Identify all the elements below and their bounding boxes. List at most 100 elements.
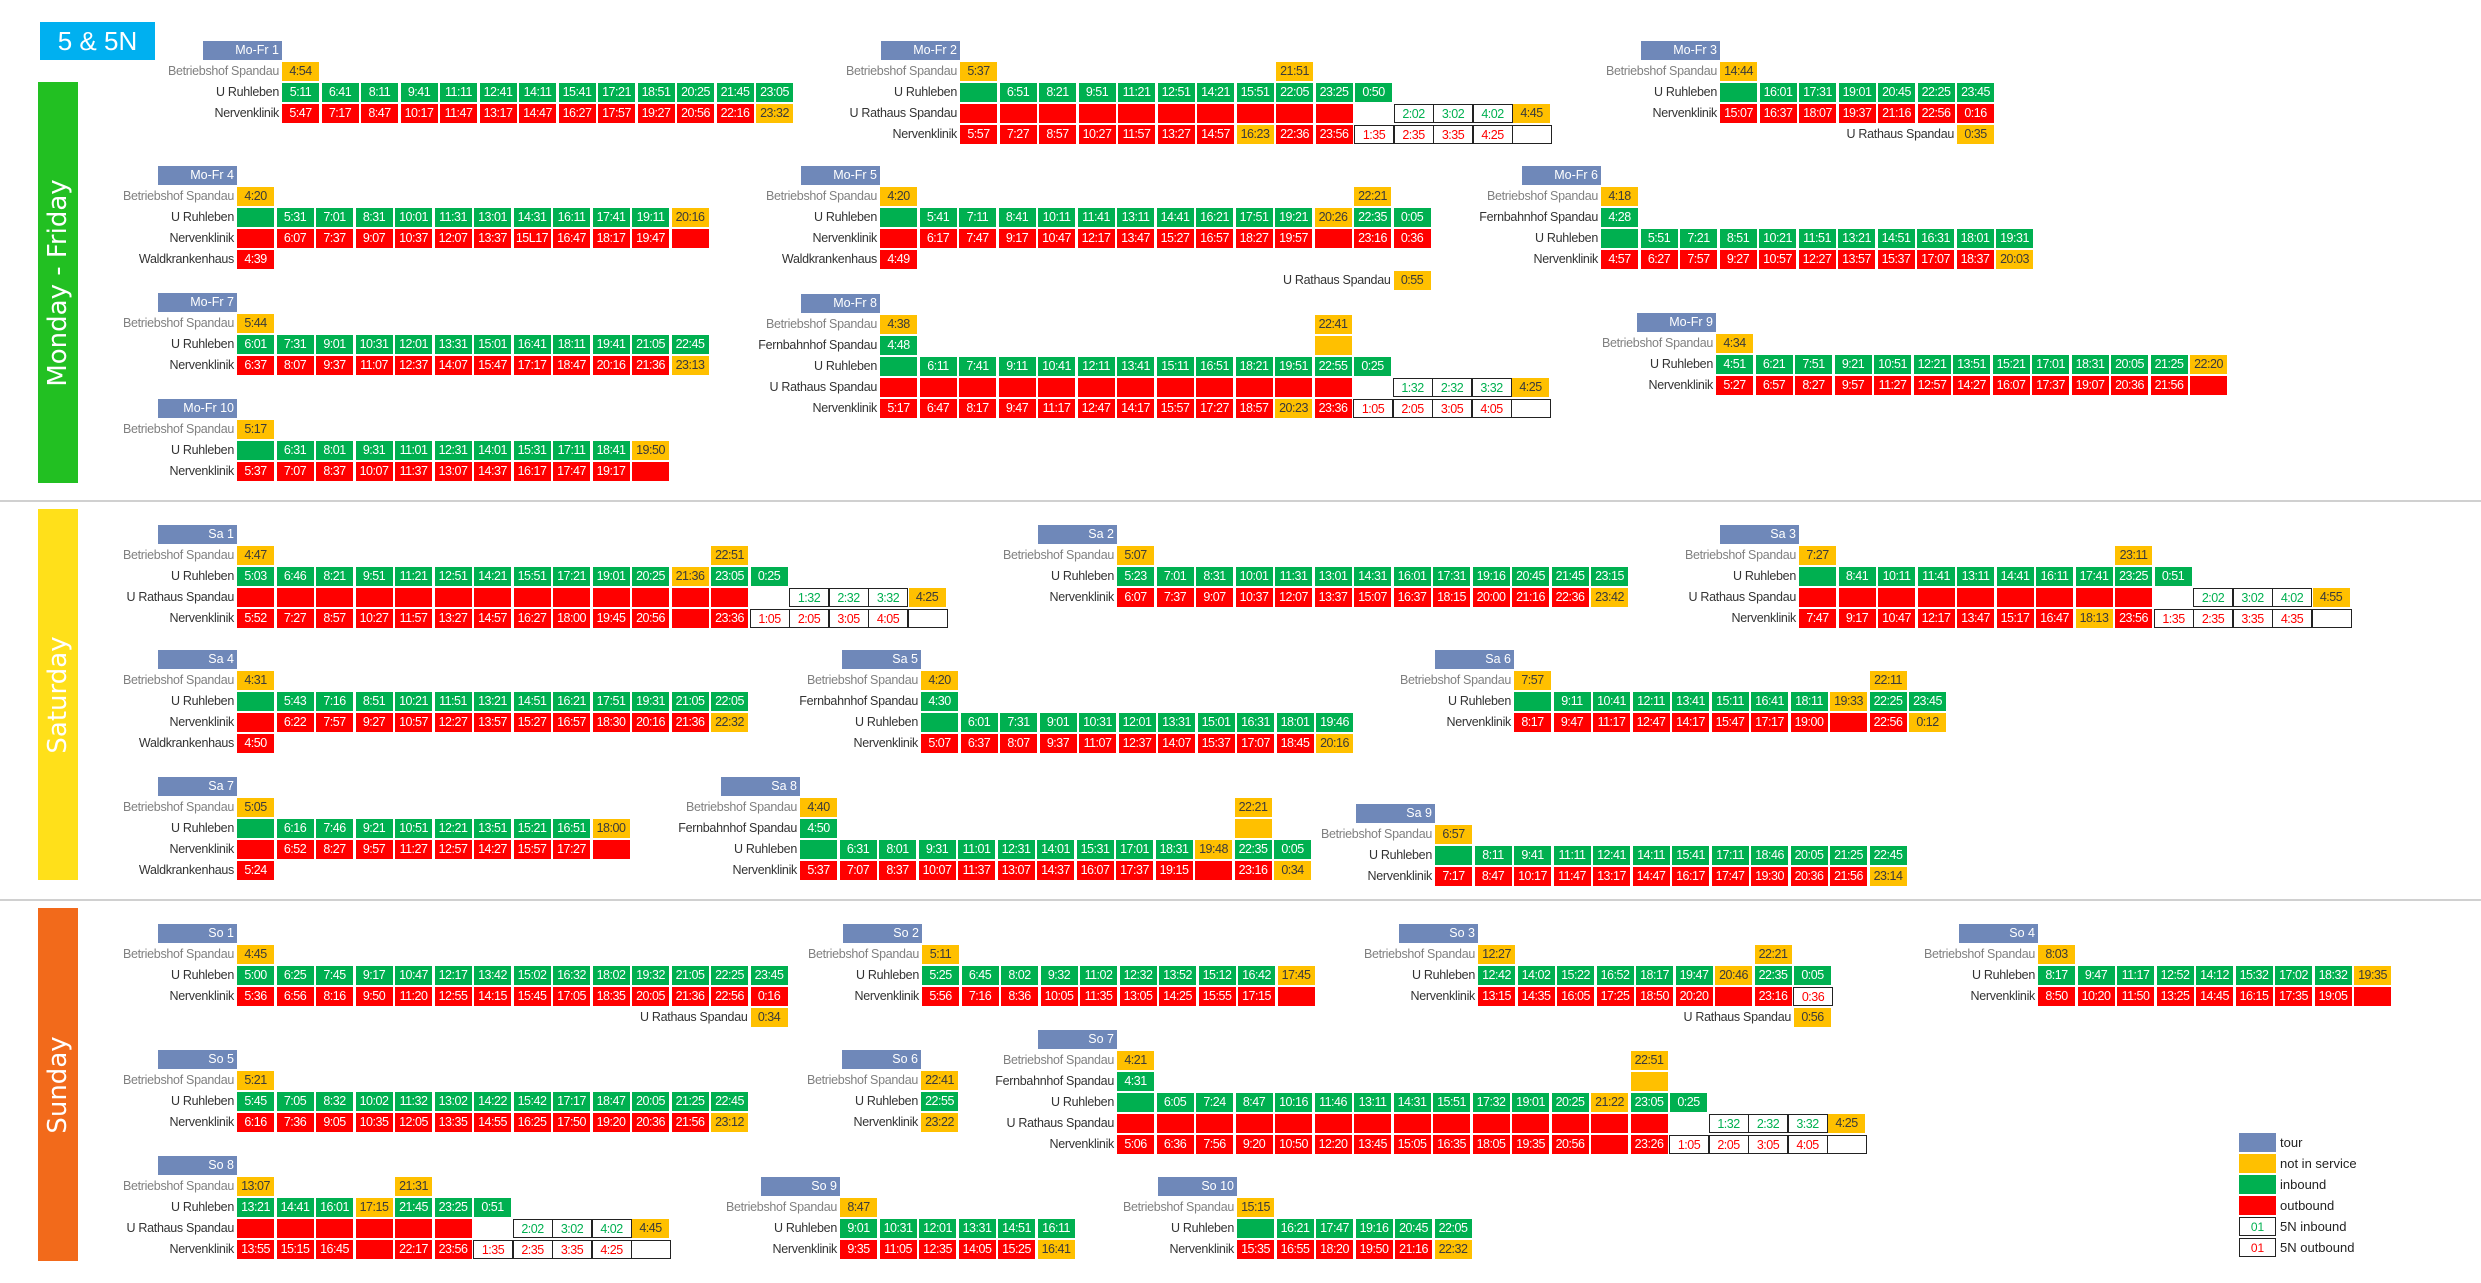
schedule-cell: 18:35	[592, 987, 630, 1006]
schedule-cell	[671, 609, 709, 628]
schedule-cell: 19:01	[1512, 1093, 1549, 1112]
schedule-cell: 10:05	[1040, 987, 1078, 1006]
tour-block: Sa 4 Betriebshof Spandau 4:31 U Ruhleben 5:4…	[123, 650, 748, 753]
schedule-cell: 3:05	[828, 609, 869, 628]
station-label: U Ruhleben	[1447, 694, 1511, 708]
schedule-cell: 11:27	[395, 840, 432, 859]
schedule-cell: 10:27	[1078, 125, 1116, 144]
schedule-cell: 7:11	[959, 208, 996, 227]
schedule-cell: 5:25	[922, 966, 959, 985]
schedule-cell: 8:37	[879, 861, 916, 880]
schedule-cell	[2354, 987, 2391, 1006]
schedule-cell: 16:11	[2036, 567, 2073, 586]
schedule-cell	[1118, 104, 1155, 123]
schedule-cell	[1551, 1114, 1589, 1133]
schedule-cell: 13:45	[1354, 1135, 1391, 1154]
station-label: Betriebshof Spandau	[122, 422, 234, 436]
schedule-cell: 10:02	[355, 1092, 393, 1111]
station-label: U Ruhleben	[1971, 968, 2035, 982]
schedule-cell: 17:31	[1799, 83, 1836, 102]
schedule-cell: 14:51	[513, 692, 551, 711]
schedule-cell: 8:57	[1039, 125, 1076, 144]
schedule-cell: 4:02	[2272, 588, 2312, 607]
schedule-cell: 11:27	[1874, 376, 1911, 395]
schedule-cell: 12:35	[919, 1240, 956, 1259]
station-label: U Ruhleben	[1368, 848, 1432, 862]
schedule-cell: 17:15	[1238, 987, 1275, 1006]
schedule-cell: 4:02	[1472, 104, 1513, 123]
schedule-cell: 5:36	[237, 987, 274, 1006]
tour-block: So 6 Betriebshof Spandau 22:41 U Ruhleben 22…	[807, 1050, 958, 1132]
schedule-cell: 22:17	[395, 1240, 432, 1259]
schedule-cell: 16:57	[553, 713, 590, 732]
schedule-cell: 11:02	[1080, 966, 1117, 985]
tour-block: Sa 3 Betriebshof Spandau 7:27 23:11 U Ruhleb…	[1685, 525, 2352, 628]
schedule-cell: 8:51	[1719, 229, 1757, 248]
schedule-cell	[1827, 1135, 1867, 1154]
station-label: Betriebshof Spandau	[1122, 1200, 1234, 1214]
station-label: Fernbahnhof Spandau	[995, 1074, 1114, 1088]
station-label: Fernbahnhof Spandau	[799, 694, 918, 708]
schedule-cell: 9:17	[998, 229, 1036, 248]
station-label: U Ruhleben	[170, 1200, 234, 1214]
schedule-cell	[1354, 1114, 1391, 1133]
schedule-cell: 23:26	[1630, 1135, 1668, 1154]
schedule-cell	[1514, 692, 1551, 711]
schedule-cell	[1276, 104, 1313, 123]
station-label: U Ruhleben	[855, 968, 919, 982]
schedule-cell: 14:22	[474, 1092, 511, 1111]
schedule-cell: 0:16	[1957, 104, 1994, 123]
schedule-cell: 17:02	[2275, 966, 2312, 985]
schedule-cell: 1:35	[473, 1240, 513, 1259]
schedule-cell: 14:41	[1996, 567, 2034, 586]
schedule-cell: 18:27	[1235, 229, 1273, 248]
schedule-cell: 22:11	[1869, 671, 1907, 690]
schedule-cell	[1234, 819, 1272, 838]
section-band-weekday: Monday - Friday	[38, 82, 78, 483]
schedule-cell: 9:07	[1196, 588, 1233, 607]
schedule-cell	[237, 441, 274, 460]
schedule-cell: 17:41	[592, 208, 630, 227]
station-label: Betriebshof Spandau	[122, 800, 234, 814]
station-label: U Ruhleben	[1649, 357, 1713, 371]
schedule-cell	[1591, 1114, 1628, 1133]
schedule-cell: 16:47	[553, 229, 590, 248]
station-label: Nervenklinik	[1731, 611, 1797, 625]
tour-label: So 7	[1038, 1030, 1117, 1049]
schedule-cell: 14:17	[1672, 713, 1709, 732]
schedule-cell: 20:36	[1790, 867, 1828, 886]
station-label: U Ruhleben	[170, 210, 234, 224]
schedule-cell: 15:37	[1197, 734, 1235, 753]
schedule-cell	[1996, 588, 2034, 607]
schedule-cell: 20:56	[632, 609, 669, 628]
schedule-cell: 8:03	[2038, 945, 2075, 964]
schedule-cell: 16:51	[553, 819, 590, 838]
schedule-cell	[513, 588, 551, 607]
schedule-cell	[1720, 83, 1757, 102]
schedule-cell: 23:45	[1957, 83, 1994, 102]
schedule-cell: 9:32	[1040, 966, 1078, 985]
schedule-cell: 18:51	[637, 83, 675, 102]
station-label: Betriebshof Spandau	[122, 1179, 234, 1193]
station-label: U Ruhleben	[854, 715, 918, 729]
schedule-cell: 18:15	[1433, 588, 1470, 607]
schedule-cell: 18:31	[1155, 840, 1193, 859]
schedule-cell: 6:07	[276, 229, 314, 248]
schedule-cell: 17:45	[1277, 966, 1315, 985]
schedule-cell	[711, 588, 748, 607]
schedule-cell: 14:45	[2196, 987, 2233, 1006]
schedule-cell: 18:47	[592, 1092, 630, 1111]
schedule-cell: 20:00	[1472, 588, 1510, 607]
tour-block: So 3 Betriebshof Spandau 12:27 22:21 U Ruhle…	[1364, 924, 1833, 1027]
schedule-cell: 10:57	[395, 713, 432, 732]
schedule-cell: 9:01	[840, 1219, 877, 1238]
schedule-cell: 15:41	[1672, 846, 1709, 865]
station-label: U Ruhleben	[1411, 968, 1475, 982]
schedule-cell: 19:45	[592, 609, 630, 628]
schedule-cell	[1630, 1114, 1668, 1133]
schedule-cell: 20:16	[671, 208, 709, 227]
schedule-cell: 16:37	[1759, 104, 1797, 123]
schedule-cell: 6:51	[999, 83, 1037, 102]
schedule-cell: 18:01	[1956, 229, 1994, 248]
schedule-cell: 11:17	[2117, 966, 2154, 985]
